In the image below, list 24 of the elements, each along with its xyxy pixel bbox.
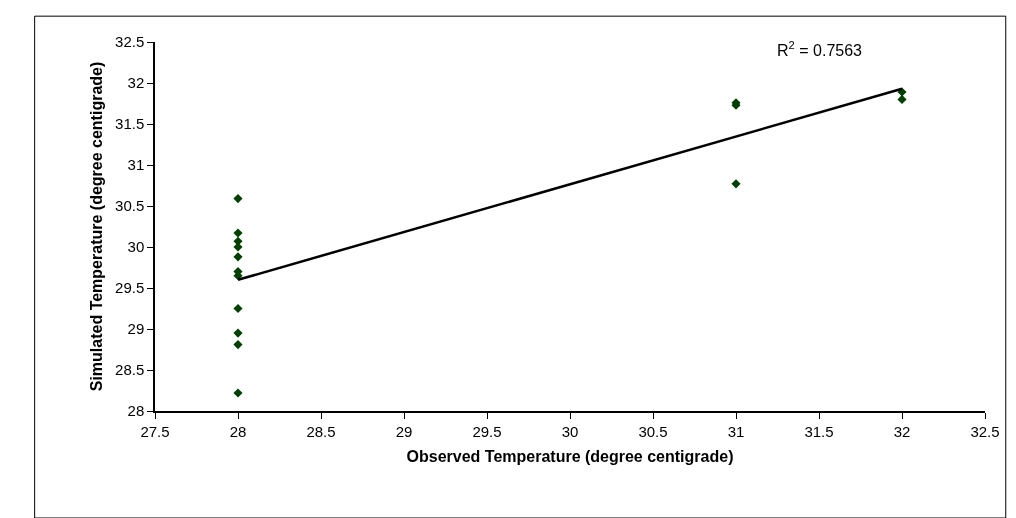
y-tick-label: 28.5 [115,361,145,379]
y-tick-label: 29 [127,320,145,338]
x-tick-label: 31.5 [804,422,834,440]
x-tick-label: 27.5 [140,422,170,440]
x-tick-label: 28 [229,422,247,440]
x-tick-label: 29.5 [472,422,502,440]
x-tick-label: 31 [727,422,745,440]
x-tick-label: 28.5 [306,422,336,440]
y-tick-label: 28 [127,402,145,420]
y-tick-label: 32 [127,74,145,92]
x-tick-label: 30.5 [638,422,668,440]
y-tick-label: 30.5 [115,197,145,215]
y-tick-label: 32.5 [115,33,145,51]
x-tick-label: 29 [395,422,413,440]
x-tick-label: 32 [893,422,911,440]
x-tick-label: 30 [561,422,579,440]
x-tick-label: 32.5 [970,422,1000,440]
y-axis-title: Simulated Temperature (degree centigrade) [88,61,106,392]
x-axis-title: Observed Temperature (degree centigrade) [406,447,734,465]
annotation: R$^{2}$ = 0.7563 [777,39,863,59]
y-tick-label: 30 [127,238,145,256]
y-tick-label: 31 [127,156,145,174]
y-tick-label: 29.5 [115,279,145,297]
y-tick-label: 31.5 [115,115,145,133]
